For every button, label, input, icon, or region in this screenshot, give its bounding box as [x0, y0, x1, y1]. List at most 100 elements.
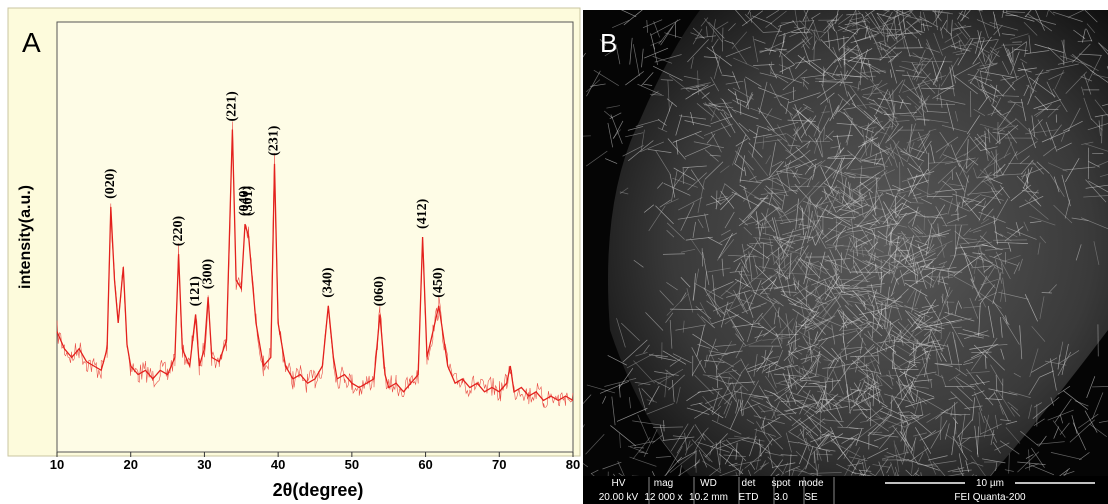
needle [957, 163, 966, 173]
needle [837, 309, 848, 329]
needle [634, 381, 651, 385]
needle [901, 202, 926, 218]
needle [734, 134, 747, 164]
needle [971, 265, 994, 269]
needle [769, 276, 778, 292]
needle [896, 180, 929, 192]
needle [976, 19, 997, 29]
needle [863, 160, 884, 165]
needle [1023, 221, 1029, 232]
needle [650, 40, 662, 46]
needle [733, 57, 759, 70]
needle [684, 120, 711, 127]
needle [704, 213, 710, 232]
needle [845, 188, 872, 210]
needle [852, 360, 871, 379]
needle [848, 176, 881, 179]
needle [858, 126, 874, 133]
needle [835, 232, 853, 240]
needle [838, 399, 858, 403]
needle [1008, 49, 1013, 62]
needle [796, 181, 820, 207]
needle [951, 169, 954, 181]
needle [872, 30, 893, 35]
needle [896, 335, 917, 343]
needle [887, 243, 892, 256]
needle [693, 433, 705, 454]
needle [788, 441, 799, 444]
needle [870, 344, 896, 355]
needle [874, 108, 883, 114]
needle [876, 347, 880, 364]
needle [773, 312, 777, 325]
needle [846, 384, 851, 414]
needle [758, 81, 768, 115]
needle [766, 296, 780, 305]
needle [996, 388, 1015, 417]
needle [893, 28, 902, 35]
needle [665, 198, 679, 205]
needle [823, 390, 832, 409]
needle [720, 111, 730, 126]
needle [1059, 468, 1071, 476]
needle [965, 157, 979, 174]
needle [780, 454, 798, 457]
needle [775, 47, 788, 52]
needle [765, 155, 771, 165]
needle [911, 415, 932, 434]
needle [769, 237, 775, 263]
needle [717, 381, 732, 407]
needle [876, 13, 892, 18]
needle [711, 45, 722, 74]
needle [583, 52, 586, 58]
needle [939, 269, 963, 273]
needle [1030, 88, 1032, 98]
needle [828, 212, 851, 223]
needle [999, 185, 1011, 199]
needle [662, 253, 685, 255]
needle [706, 26, 708, 37]
needle [732, 381, 740, 411]
needle [1028, 35, 1032, 54]
needle [643, 429, 658, 457]
needle [635, 119, 660, 127]
needle [852, 188, 864, 196]
needle [876, 130, 888, 135]
needle [855, 381, 878, 401]
needle [932, 84, 955, 99]
needle [998, 103, 1016, 129]
needle [993, 215, 998, 245]
needle [983, 181, 1003, 196]
needle [929, 229, 951, 238]
needle [955, 244, 988, 249]
needle [966, 115, 980, 135]
needle [839, 330, 857, 337]
needle [957, 300, 963, 309]
needle [622, 339, 648, 363]
needle [778, 233, 801, 241]
needle [704, 149, 719, 162]
needle [980, 250, 997, 270]
needle [835, 221, 851, 229]
needle [862, 260, 895, 272]
needle [1048, 10, 1055, 16]
needle [902, 384, 935, 398]
needle [766, 396, 777, 421]
needle [982, 208, 994, 221]
needle [989, 46, 998, 53]
needle [795, 246, 805, 252]
needle [912, 469, 919, 476]
needle [775, 253, 789, 271]
needle [1091, 392, 1104, 420]
needle [668, 75, 690, 93]
needle [966, 461, 975, 465]
needle [904, 282, 928, 297]
needle [673, 167, 696, 181]
needle [788, 92, 821, 104]
needle [818, 298, 837, 327]
needle [1039, 235, 1047, 244]
needle [875, 248, 884, 253]
needle [908, 163, 922, 173]
needle [786, 365, 799, 368]
